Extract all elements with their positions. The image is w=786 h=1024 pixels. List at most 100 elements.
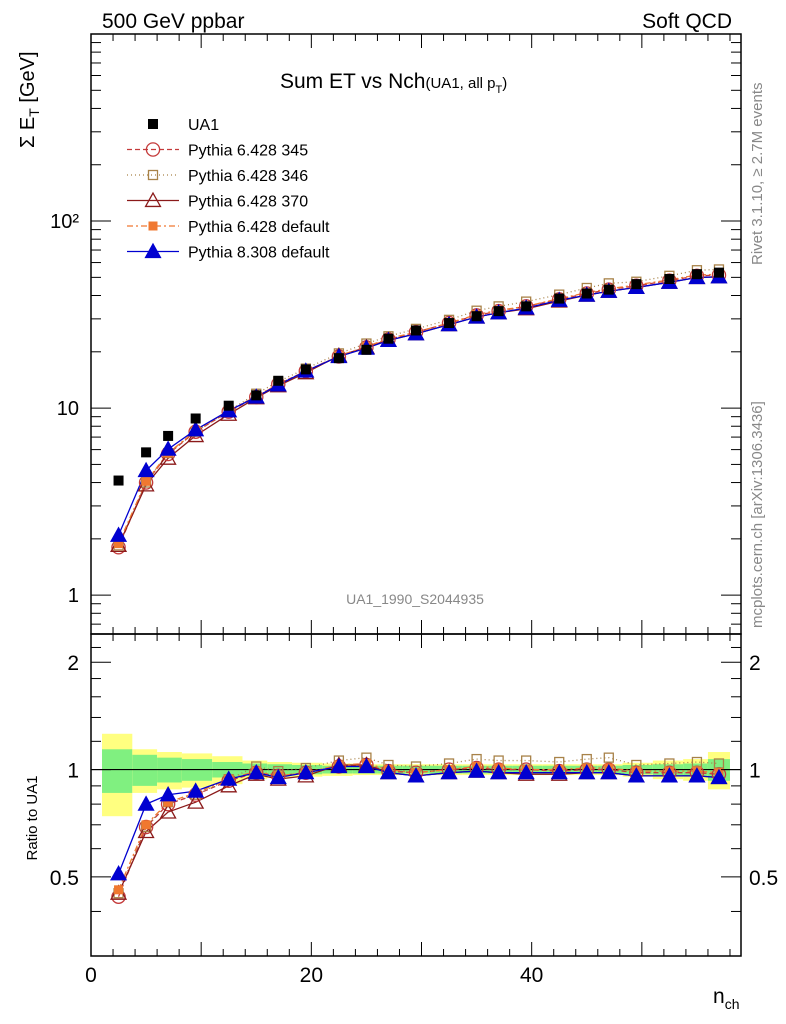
ratio-point-4 xyxy=(187,782,205,798)
legend-marker xyxy=(147,169,159,181)
ratio-point-4 xyxy=(490,763,508,780)
data-point xyxy=(333,353,344,364)
data-point xyxy=(163,430,174,441)
legend-marker xyxy=(148,221,158,231)
plot-title-suffix-end: ) xyxy=(502,75,507,92)
data-point xyxy=(444,318,455,329)
data-point xyxy=(411,325,421,336)
ratio-axis-label: Ratio to UA1 xyxy=(24,775,41,860)
ratio-point-4 xyxy=(440,763,458,780)
plot-title: Sum ET vs Nch(UA1, all pT) xyxy=(280,70,507,96)
ratio-point-4 xyxy=(220,770,238,786)
ratio-point-4 xyxy=(297,763,315,780)
data-point xyxy=(554,293,565,304)
ratio-point-3 xyxy=(114,885,124,895)
legend-marker xyxy=(144,242,162,259)
ratio-y-tick-label-right: 1 xyxy=(749,760,761,783)
header-left: 500 GeV ppbar xyxy=(102,10,244,33)
uncertainty-band-inner xyxy=(132,754,158,786)
ratio-point-4 xyxy=(468,762,486,778)
data-point xyxy=(383,333,394,344)
legend-marker-data xyxy=(148,119,158,129)
ratio-y-tick-label-left: 0.5 xyxy=(50,867,79,890)
data-point xyxy=(603,284,614,295)
series-point-3 xyxy=(114,539,124,549)
data-point xyxy=(361,344,372,355)
series-point-3 xyxy=(141,476,151,486)
data-point xyxy=(493,306,504,317)
ratio-point-4 xyxy=(269,768,287,785)
x-tick-label: 0 xyxy=(85,964,97,987)
ratio-point-4 xyxy=(137,795,155,811)
ratio-point-2 xyxy=(137,822,155,839)
ratio-y-tick-label-right: 0.5 xyxy=(749,867,778,890)
header-right: Soft QCD xyxy=(642,10,732,33)
legend-marker xyxy=(145,142,161,157)
ratio-y-tick-label-right: 2 xyxy=(749,652,761,675)
data-point xyxy=(581,288,592,299)
ratio-y-tick-label-left: 2 xyxy=(67,652,79,675)
ratio-point-4 xyxy=(379,763,398,780)
series-point-4 xyxy=(159,440,177,456)
x-tick-label: 20 xyxy=(300,964,323,987)
ratio-point-3 xyxy=(163,797,173,807)
data-point xyxy=(300,364,311,375)
plot-title-main: Sum ET vs Nch xyxy=(280,70,425,93)
legend-label: Pythia 6.428 370 xyxy=(188,194,308,211)
y-axis-label-sub: T xyxy=(26,108,42,117)
y-tick-label: 1 xyxy=(68,585,79,607)
x-axis-label-sub: ch xyxy=(725,996,740,1012)
data-point xyxy=(223,400,234,411)
data-point xyxy=(664,274,675,285)
x-axis-label: nch xyxy=(713,985,739,1012)
ratio-point-4 xyxy=(627,767,645,783)
y-axis-label-unit: [GeV] xyxy=(17,51,39,108)
y-tick-label: 10² xyxy=(50,211,79,233)
x-axis-label-main: n xyxy=(713,985,725,1008)
ratio-point-4 xyxy=(159,785,177,802)
data-point xyxy=(713,267,724,278)
ratio-point-4 xyxy=(688,767,706,783)
data-point xyxy=(141,447,152,458)
data-point xyxy=(190,413,201,424)
ratio-point-4 xyxy=(600,763,618,780)
ratio-panel-frame xyxy=(90,633,742,957)
legend-marker xyxy=(144,191,162,208)
ratio-point-4 xyxy=(550,763,568,780)
data-point xyxy=(251,390,262,401)
legend-label: Pythia 8.308 default xyxy=(188,245,330,262)
data-point xyxy=(691,269,702,280)
x-tick-label: 40 xyxy=(520,964,543,987)
series-line-3 xyxy=(117,273,719,544)
ratio-point-4 xyxy=(517,763,535,780)
series-line-2 xyxy=(117,276,719,546)
data-point xyxy=(471,311,482,322)
ratio-point-4 xyxy=(710,768,728,785)
plot-title-suffix: (UA1, all p xyxy=(425,75,495,92)
legend-label: Pythia 6.428 default xyxy=(188,219,330,236)
y-axis-label: Σ ET [GeV] xyxy=(17,51,42,148)
series-line-4 xyxy=(117,276,719,536)
legend-label: Pythia 6.428 345 xyxy=(188,143,308,160)
ratio-point-2 xyxy=(187,793,205,809)
ratio-point-2 xyxy=(159,803,177,819)
analysis-label: UA1_1990_S2044935 xyxy=(346,591,484,607)
ratio-point-3 xyxy=(141,820,151,830)
series-point-4 xyxy=(187,421,205,437)
series-point-4 xyxy=(109,526,128,542)
ratio-point-4 xyxy=(660,767,678,783)
ratio-point-4 xyxy=(578,763,596,780)
uncertainty-band-inner xyxy=(102,749,133,793)
ratio-point-4 xyxy=(247,763,265,780)
legend-label: Pythia 6.428 346 xyxy=(188,168,308,185)
ratio-point-4 xyxy=(407,767,425,783)
data-point xyxy=(631,279,642,290)
data-point xyxy=(113,475,124,486)
ratio-point-4 xyxy=(357,757,375,774)
data-point xyxy=(273,375,284,386)
plot-title-suffix-sub: T xyxy=(496,84,503,96)
ratio-point-1 xyxy=(691,756,703,768)
mcplots-credit-label: mcplots.cern.ch [arXiv:1306.3436] xyxy=(749,401,766,628)
series-point-4 xyxy=(137,461,155,478)
